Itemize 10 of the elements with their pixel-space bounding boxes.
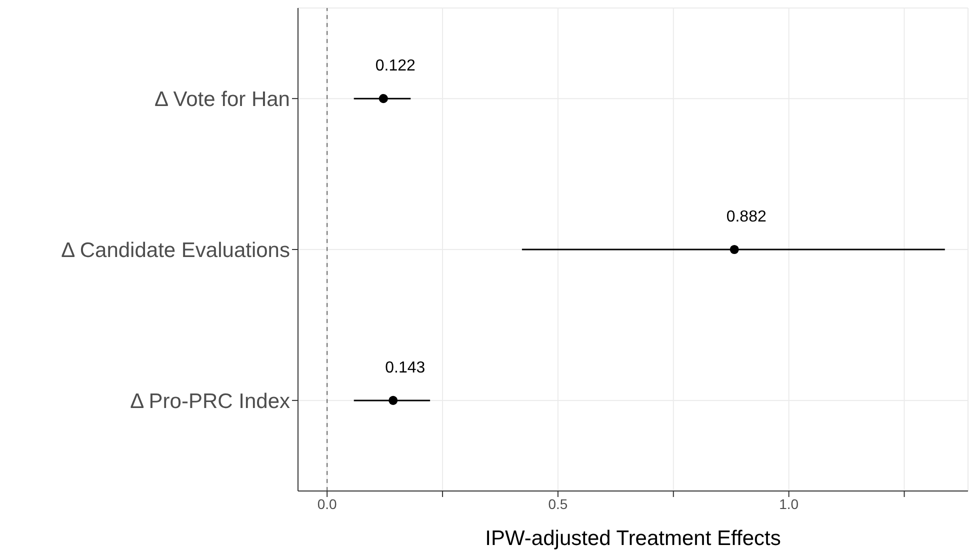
y-tick-label: Δ Candidate Evaluations <box>61 238 290 262</box>
data-label: 0.122 <box>375 58 416 75</box>
y-tick-label: Δ Pro-PRC Index <box>130 390 290 413</box>
x-tick-label: 1.0 <box>779 496 799 512</box>
data-label: 0.882 <box>726 208 766 226</box>
x-axis-title: IPW-adjusted Treatment Effects <box>485 527 781 550</box>
x-tick-label: 0.5 <box>548 496 568 512</box>
y-tick-label: Δ Vote for Han <box>154 88 290 112</box>
data-label: 0.143 <box>385 359 426 376</box>
x-tick-label: 0.0 <box>317 496 338 512</box>
